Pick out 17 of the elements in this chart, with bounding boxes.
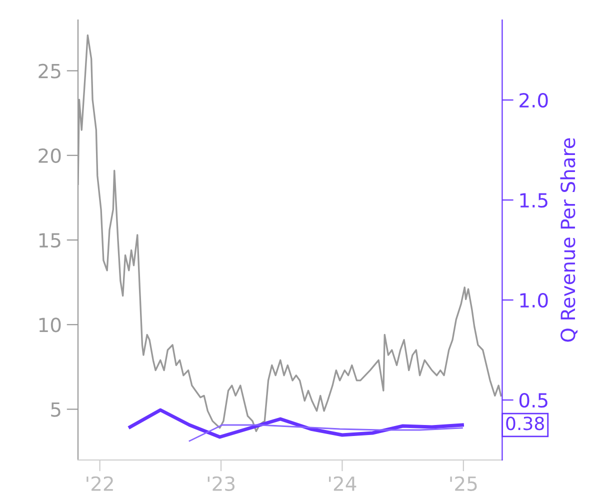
y-tick-label: 5 [51,402,60,417]
x-tick-label: '23 [208,476,234,492]
y2-tick-label: 1.5 [520,193,548,208]
y2-tick-label: 2.0 [520,92,548,108]
y2-tick-label: 1.0 [520,292,548,308]
y2-tick-label: 0.5 [519,392,548,408]
y-tick-label: 25 [38,64,60,78]
x-tick-label: '22 [86,476,113,491]
text: 0.38 [506,416,544,430]
y-tick-label: 10 [39,318,61,332]
line-series [188,424,463,442]
x-tick-label: '24 [329,476,356,491]
y-tick-label: 20 [38,148,61,164]
y-tick-label: 15 [39,233,60,248]
line-series [128,408,464,439]
x-tick-label: '25 [450,476,477,492]
y2-axis-title: Q Revenue Per Share [560,138,578,342]
